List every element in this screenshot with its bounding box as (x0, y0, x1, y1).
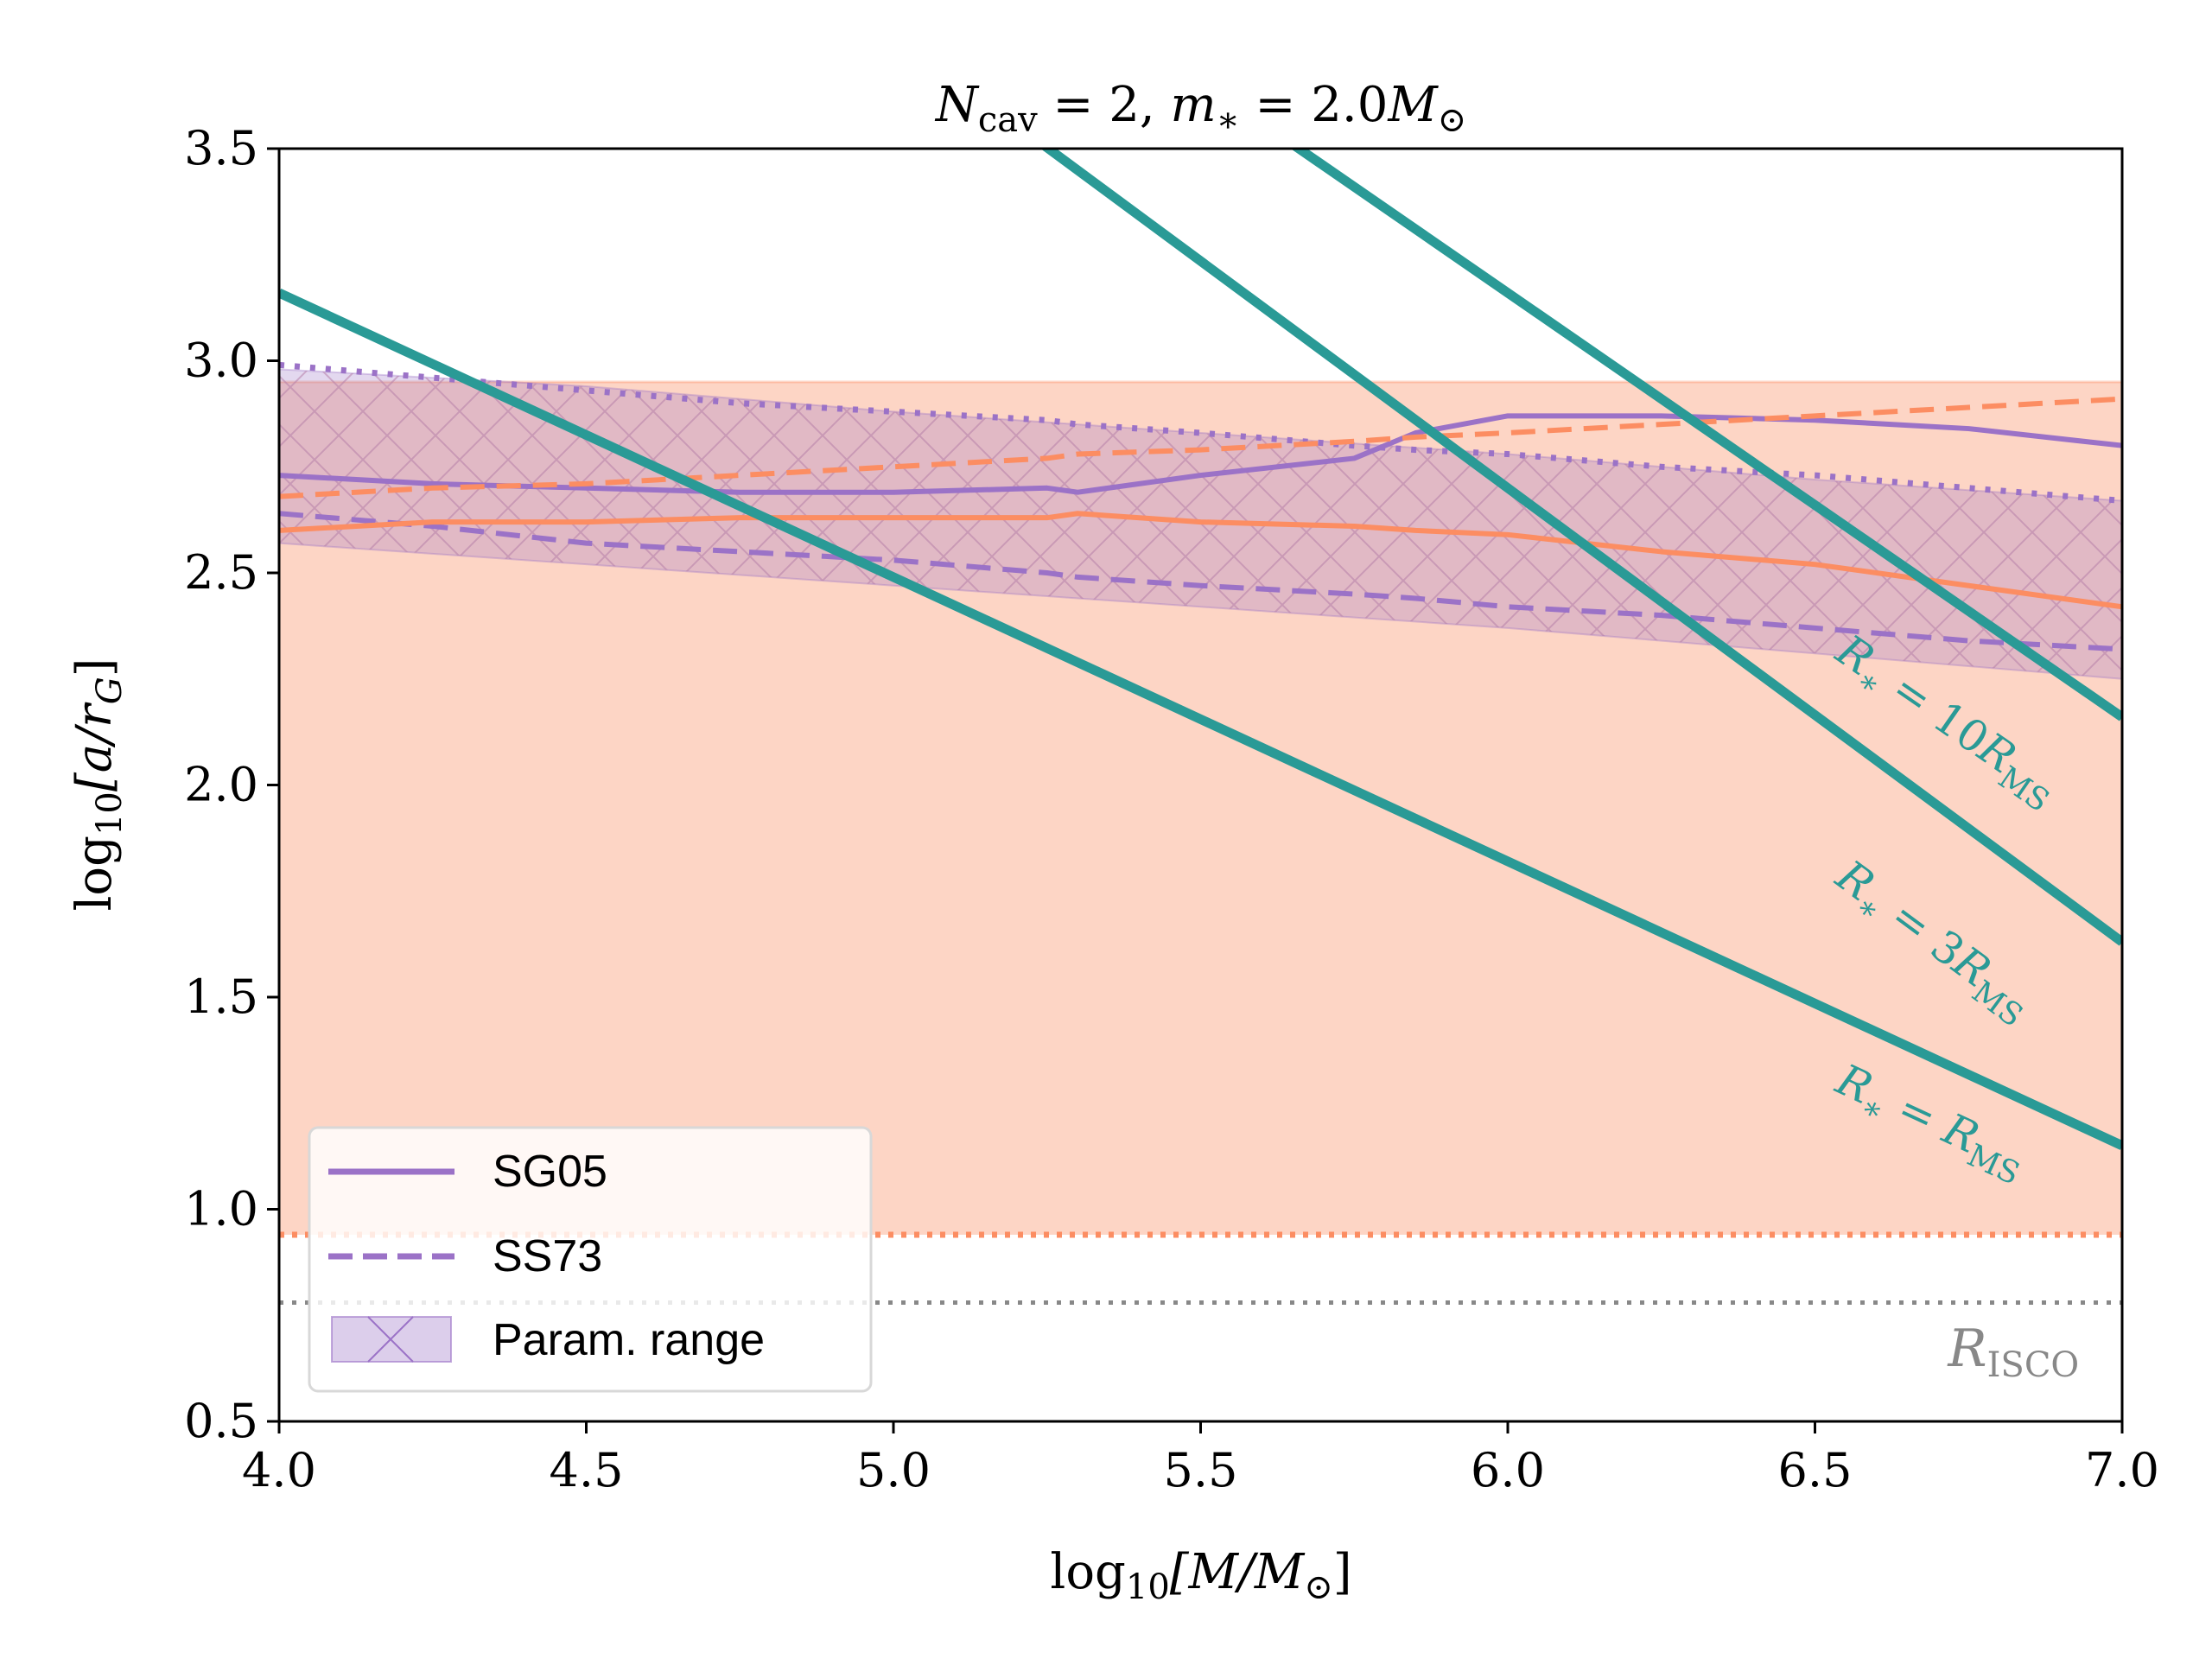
y-tick-label: 3.0 (184, 334, 258, 388)
r-isco-label: RISCO (1947, 1319, 2079, 1385)
series-line-2 (279, 361, 2122, 505)
x-tick-label: 7.0 (2085, 1443, 2159, 1497)
tde-line-0 (279, 288, 2122, 1150)
series-line-4 (279, 396, 2122, 499)
legend-label-ss73: SS73 (493, 1231, 602, 1281)
y-tick-label: 2.5 (184, 545, 258, 600)
y-tick-label: 1.5 (184, 969, 258, 1024)
legend-label-param-range: Param. range (493, 1315, 765, 1365)
x-tick-label: 4.0 (242, 1443, 316, 1497)
tde-line-2 (1290, 149, 2122, 721)
legend-label-sg05: SG05 (493, 1147, 607, 1197)
axis-ticks: 4.0 4.5 5.0 5.5 6.0 6.5 7.0 0.5 1.0 1.5 2.0 2.5 3.0 3… (184, 121, 2159, 1497)
series-line-0 (279, 413, 2122, 495)
legend-swatch-hatch (367, 1316, 414, 1363)
x-axis-label: log10[M/M⊙] (1050, 1544, 1351, 1607)
y-axis-label: log10[a/rG] (67, 658, 130, 911)
series-line-1 (279, 511, 2122, 652)
x-tick-label: 6.5 (1778, 1443, 1853, 1497)
y-tick-label: 0.5 (184, 1394, 258, 1448)
y-tick-label: 1.0 (184, 1182, 258, 1236)
y-tick-label: 2.0 (184, 758, 258, 812)
legend-box (308, 1126, 873, 1393)
plot-area (279, 149, 2122, 1306)
x-tick-label: 5.5 (1164, 1443, 1238, 1497)
x-tick-label: 6.0 (1471, 1443, 1545, 1497)
series-line-3 (279, 511, 2122, 610)
tde-line-1 (1040, 149, 2122, 946)
x-tick-label: 5.0 (856, 1443, 931, 1497)
x-tick-label: 4.5 (550, 1443, 624, 1497)
y-tick-label: 3.5 (184, 121, 258, 175)
chart-title: Ncav = 2, m∗ = 2.0M⊙ (934, 77, 1466, 140)
legend: SG05 SS73 Param. range (308, 1126, 873, 1393)
